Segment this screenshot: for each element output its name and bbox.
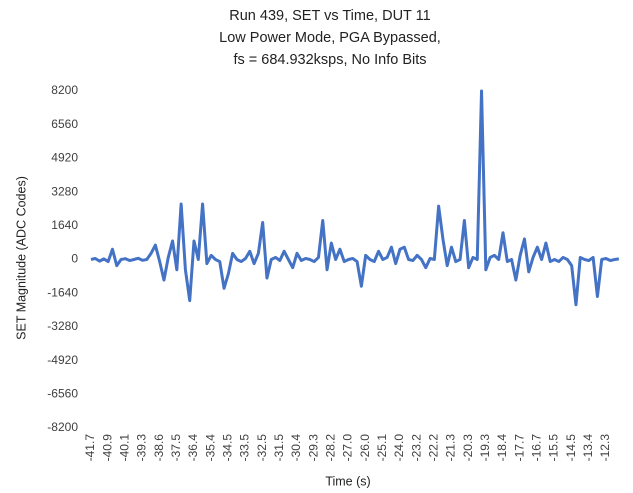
x-tick-label: -28.2 [324,434,338,462]
x-tick-label: -33.5 [238,434,252,462]
y-axis-title: SET Magnitude (ADC Codes) [14,176,28,340]
chart-title: fs = 684.932ksps, No Info Bits [233,52,426,68]
x-tick-label: -40.9 [100,434,114,462]
x-tick-label: -17.7 [512,434,526,462]
x-tick-label: -39.3 [135,434,149,462]
x-tick-label: -37.5 [169,434,183,462]
x-tick-label: -26.0 [358,434,372,462]
x-tick-label: -30.4 [289,434,303,462]
y-tick-label: 4920 [51,151,78,165]
x-tick-label: -14.5 [564,434,578,462]
x-tick-label: -13.4 [581,434,595,462]
x-tick-label: -12.3 [598,434,612,462]
y-tick-label: -4920 [47,353,78,367]
y-tick-label: 6560 [51,117,78,131]
x-tick-label: -34.5 [221,434,235,462]
y-tick-label: 8200 [51,83,78,97]
x-tick-label: -38.6 [152,434,166,462]
y-tick-label: 1640 [51,218,78,232]
x-tick-label: -29.3 [306,434,320,462]
x-tick-label: -18.4 [495,434,509,462]
x-tick-label: -23.2 [409,434,423,462]
x-tick-label: -21.3 [444,434,458,462]
y-tick-label: 0 [71,252,78,266]
x-tick-label: -24.0 [392,434,406,462]
y-tick-label: -1640 [47,285,78,299]
chart-title: Run 439, SET vs Time, DUT 11 [229,8,430,24]
x-tick-label: -20.3 [461,434,475,462]
x-tick-label: -41.7 [83,434,97,462]
x-tick-label: -19.3 [478,434,492,462]
x-tick-label: -35.4 [203,434,217,462]
y-tick-label: -6560 [47,386,78,400]
y-tick-label: -3280 [47,319,78,333]
x-tick-label: -22.2 [427,434,441,462]
x-tick-label: -15.5 [547,434,561,462]
x-tick-label: -25.1 [375,434,389,462]
y-tick-label: 3280 [51,184,78,198]
chart-title: Low Power Mode, PGA Bypassed, [219,30,441,46]
x-tick-label: -31.5 [272,434,286,462]
x-tick-label: -36.4 [186,434,200,462]
x-tick-label: -16.7 [530,434,544,462]
x-tick-label: -27.0 [341,434,355,462]
x-tick-label: -32.5 [255,434,269,462]
x-tick-label: -40.1 [118,434,132,462]
y-tick-label: -8200 [47,420,78,434]
x-axis-title: Time (s) [325,474,370,488]
data-line [90,89,620,307]
